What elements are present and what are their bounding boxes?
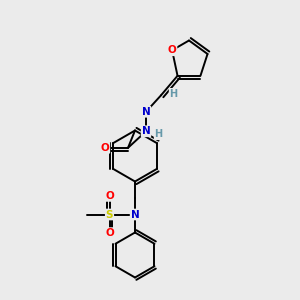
Text: O: O bbox=[105, 191, 114, 201]
Text: N: N bbox=[142, 126, 150, 136]
Text: N: N bbox=[130, 209, 140, 220]
Text: O: O bbox=[168, 45, 176, 55]
Text: S: S bbox=[106, 209, 113, 220]
Text: H: H bbox=[154, 129, 163, 139]
Text: O: O bbox=[100, 143, 109, 153]
Text: H: H bbox=[169, 89, 178, 99]
Text: N: N bbox=[142, 107, 150, 117]
Text: O: O bbox=[105, 228, 114, 238]
